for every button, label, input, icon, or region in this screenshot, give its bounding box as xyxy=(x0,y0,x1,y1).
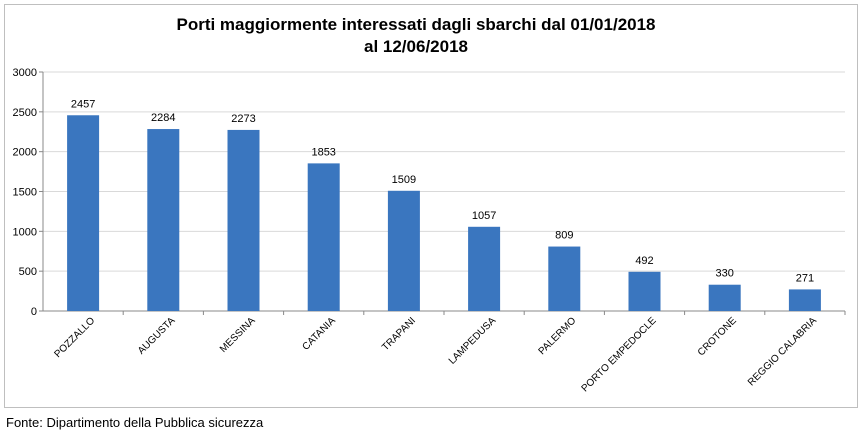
bar-lampedusa xyxy=(468,227,500,311)
y-tick-label: 2000 xyxy=(13,147,37,159)
data-label: 492 xyxy=(635,255,653,267)
data-label: 330 xyxy=(716,268,734,280)
data-label: 1057 xyxy=(472,210,496,222)
y-tick-label: 1000 xyxy=(13,226,37,238)
data-label: 809 xyxy=(555,230,573,242)
chart-frame: Porti maggiormente interessati dagli sba… xyxy=(4,4,858,408)
x-category-label: PORTO EMPEDOCLE xyxy=(580,315,659,394)
bar-chart: Porti maggiormente interessati dagli sba… xyxy=(5,5,859,409)
bar-crotone xyxy=(709,285,741,311)
y-axis-tick-labels: 0 500 1000 1500 2000 2500 3000 xyxy=(13,67,37,318)
bar-palermo xyxy=(548,247,580,311)
bars xyxy=(67,115,821,311)
y-tick-label: 3000 xyxy=(13,67,37,79)
bar-messina xyxy=(228,130,260,311)
chart-title-line-2: al 12/06/2018 xyxy=(364,37,468,56)
x-category-label: POZZALLO xyxy=(52,315,97,360)
x-category-label: MESSINA xyxy=(218,315,258,355)
y-tick-label: 500 xyxy=(19,266,37,278)
data-label: 2457 xyxy=(71,98,95,110)
x-category-label: CROTONE xyxy=(696,315,739,358)
x-category-label: TRAPANI xyxy=(380,315,418,353)
chart-title-line-1: Porti maggiormente interessati dagli sba… xyxy=(176,15,655,34)
source-note: Fonte: Dipartimento della Pubblica sicur… xyxy=(6,415,263,430)
data-label: 271 xyxy=(796,272,814,284)
bar-pozzallo xyxy=(67,115,99,311)
x-category-label: REGGIO CALABRIA xyxy=(746,315,819,388)
x-category-label: AUGUSTA xyxy=(136,315,178,357)
bar-trapani xyxy=(388,191,420,311)
x-category-label: PALERMO xyxy=(537,315,579,357)
bar-catania xyxy=(308,163,340,311)
x-category-label: LAMPEDUSA xyxy=(447,315,499,367)
data-label: 1853 xyxy=(311,146,335,158)
y-tick-label: 2500 xyxy=(13,107,37,119)
bar-augusta xyxy=(147,129,179,311)
x-category-label: CATANIA xyxy=(300,315,338,353)
data-label: 2273 xyxy=(231,113,255,125)
bar-porto-empedocle xyxy=(629,272,661,311)
y-tick-label: 1500 xyxy=(13,187,37,199)
y-tick-label: 0 xyxy=(31,306,37,318)
x-axis-category-labels: POZZALLO AUGUSTA MESSINA CATANIA TRAPANI LAMP… xyxy=(52,315,819,394)
bar-reggio-calabria xyxy=(789,289,821,311)
data-label: 1509 xyxy=(392,174,416,186)
data-label: 2284 xyxy=(151,112,175,124)
